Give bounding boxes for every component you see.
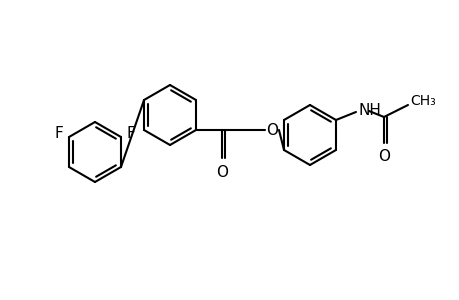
Text: CH₃: CH₃ [409, 94, 435, 108]
Text: O: O [216, 165, 228, 180]
Text: F: F [126, 125, 135, 140]
Text: NH: NH [358, 103, 381, 118]
Text: O: O [265, 122, 277, 137]
Text: O: O [377, 149, 389, 164]
Text: F: F [55, 125, 63, 140]
